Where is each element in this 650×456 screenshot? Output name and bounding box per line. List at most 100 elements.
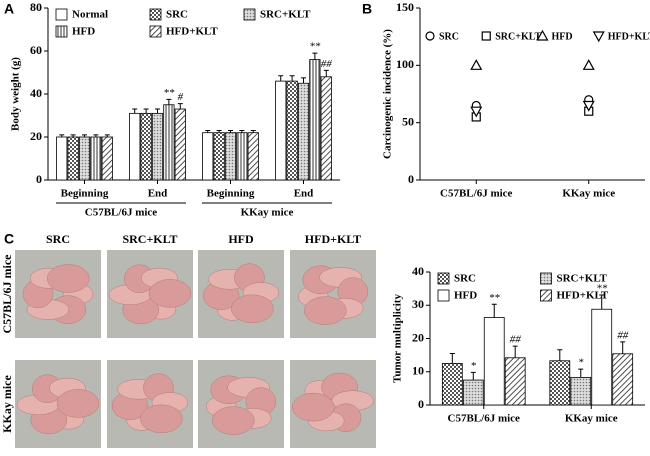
lung-lobe	[212, 406, 255, 435]
legend-swatch	[437, 272, 450, 285]
x-tick-label: C57BL/6J mice	[440, 188, 513, 200]
error-bar	[177, 103, 183, 110]
error-bar	[82, 134, 87, 137]
legend-label: SRC	[166, 9, 188, 21]
legend-label: SRC+KLT	[495, 31, 541, 42]
y-axis-label: Body weight (g)	[10, 57, 22, 131]
legend-swatch	[149, 25, 162, 38]
bar	[462, 379, 484, 406]
y-tick-label: 100	[396, 57, 414, 71]
y-tick-label: 0	[36, 172, 42, 186]
legend-swatch	[540, 289, 552, 302]
lung-lobe	[46, 264, 90, 293]
bar	[309, 59, 321, 181]
panel-label: A	[4, 1, 14, 17]
legend-marker	[592, 31, 605, 43]
error-bar	[104, 134, 110, 137]
error-bar	[301, 77, 306, 84]
y-tick-label: 50	[402, 114, 414, 128]
error-bar	[449, 352, 455, 364]
error-bar	[239, 130, 245, 133]
bar	[163, 104, 175, 181]
x-tick-label: KKay mice	[565, 413, 618, 425]
bar	[213, 132, 225, 181]
error-bar	[132, 108, 138, 114]
significance: **	[596, 282, 608, 294]
legend-label: Normal	[72, 9, 108, 21]
bar	[224, 132, 237, 181]
photo-grid: SRC SRC+KLT HFD HFD+KLT C57BL/6J mice KKay mi…	[0, 232, 376, 448]
legend-label: SRC+KLT	[260, 9, 311, 21]
significance: **	[489, 292, 501, 304]
x-tick-label: Beginning	[207, 188, 255, 200]
legend-swatch	[437, 289, 450, 302]
legend-swatch	[540, 272, 552, 285]
error-bar	[312, 52, 318, 60]
error-bar	[578, 368, 584, 378]
error-bar	[70, 134, 76, 137]
x-tick-label: End	[294, 188, 314, 200]
significance: #	[178, 91, 184, 103]
legend-marker	[425, 31, 435, 41]
bar	[56, 136, 68, 181]
bar	[275, 80, 287, 181]
bar	[247, 132, 259, 181]
legend-label: HFD	[454, 290, 477, 302]
bar	[236, 132, 248, 181]
x-tick-label: End	[148, 188, 168, 200]
column-label: SRC	[46, 232, 70, 246]
legend-label: SRC	[454, 273, 476, 285]
lung-lobe	[231, 294, 274, 324]
legend-marker	[481, 31, 491, 41]
bar	[67, 136, 79, 181]
significance: ##	[617, 329, 629, 341]
bar	[441, 363, 463, 406]
y-tick-label: 30	[412, 297, 424, 311]
y-axis-label: Carcinogenic incidence (%)	[382, 29, 394, 159]
x-tick-label: C57BL/6J mice	[448, 413, 521, 425]
x-tick-label: Beginning	[61, 188, 109, 200]
bar	[140, 112, 152, 181]
error-bar	[512, 345, 518, 358]
legend-swatch	[55, 25, 68, 38]
bar	[129, 112, 141, 181]
row-label: KKay mice	[0, 375, 14, 433]
lung-lobe	[56, 389, 100, 418]
error-bar	[93, 134, 99, 137]
error-bar	[155, 108, 160, 114]
lung-lobe	[292, 392, 335, 422]
error-bar	[278, 75, 284, 82]
error-bar	[250, 130, 256, 133]
error-bar	[491, 303, 497, 318]
legend-label: SRC	[439, 31, 459, 42]
marker	[582, 59, 595, 70]
y-tick-label: 40	[412, 264, 424, 278]
legend-label: HFD+KLT	[166, 26, 218, 38]
bar	[174, 108, 186, 181]
bar	[570, 377, 592, 406]
significance: ##	[321, 58, 333, 70]
y-tick-label: 80	[30, 0, 42, 14]
error-bar	[470, 371, 476, 381]
legend-swatch	[243, 8, 256, 21]
bar	[151, 112, 164, 181]
legend-marker	[536, 29, 549, 41]
group-label: C57BL/6J mice	[85, 207, 158, 219]
significance: **	[309, 41, 321, 53]
significance: **	[163, 87, 175, 99]
lung-lobe	[304, 296, 347, 325]
error-bar	[289, 75, 295, 82]
group-label: KKay mice	[241, 207, 294, 219]
y-tick-label: 20	[412, 330, 424, 344]
error-bar	[143, 108, 149, 114]
error-bar	[599, 294, 605, 310]
legend-swatch	[55, 8, 68, 21]
error-bar	[205, 130, 211, 133]
y-tick-label: 150	[396, 0, 414, 14]
error-bar	[166, 98, 172, 105]
bar	[101, 136, 113, 181]
bar	[504, 357, 526, 406]
bar	[612, 353, 634, 406]
